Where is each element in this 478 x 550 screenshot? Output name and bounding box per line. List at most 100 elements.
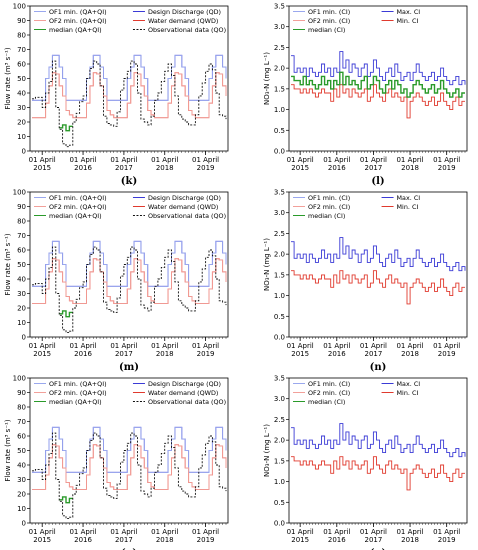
y-tick-label: 0.0	[274, 148, 285, 156]
x-tick-label: 01 April	[110, 342, 137, 350]
y-tick-label: 50	[17, 447, 26, 455]
x-tick-label: 01 April	[287, 528, 314, 536]
x-tick-year-label: 2019	[197, 164, 215, 172]
x-tick-label: 01 April	[151, 528, 178, 536]
y-axis-label: NO₃-N (mg L⁻¹)	[263, 238, 271, 291]
legend-entry: OF1 min. (CI)	[308, 380, 350, 388]
y-tick-label: 1.0	[274, 292, 285, 300]
series-group	[32, 426, 227, 520]
y-tick-label: 1.5	[274, 457, 285, 465]
x-tick-label: 01 April	[192, 342, 219, 350]
series-line	[291, 456, 465, 491]
y-tick-label: 30	[17, 104, 26, 112]
y-tick-label: 1.0	[274, 106, 285, 114]
series-line	[291, 84, 465, 119]
panel-label: (p)	[370, 548, 386, 550]
y-tick-label: 90	[17, 389, 26, 397]
series-line	[291, 51, 466, 86]
legend: OF1 min. (CI) Max. CI OF2 min. (CI) Min. CI…	[293, 8, 420, 34]
legend-entry: median (QA+QI)	[49, 26, 102, 34]
legend-entry: Observational data (QO)	[148, 26, 226, 34]
x-tick-label: 01 April	[29, 528, 56, 536]
x-tick-label: 01 April	[29, 342, 56, 350]
x-tick-label: 01 April	[110, 528, 137, 536]
x-tick-label: 01 April	[360, 156, 387, 164]
x-tick-year-label: 2017	[115, 536, 133, 544]
y-tick-label: 100	[13, 189, 26, 197]
y-tick-label: 90	[17, 203, 26, 211]
y-tick-label: 3.0	[274, 209, 285, 217]
x-tick-label: 01 April	[323, 156, 350, 164]
legend: OF1 min. (QA+QI) Design Discharge (QD) OF2…	[34, 8, 226, 34]
legend-entry: median (CI)	[308, 212, 345, 220]
x-tick-year-label: 2018	[156, 350, 174, 358]
y-tick-label: 70	[17, 46, 26, 54]
y-tick-label: 40	[17, 462, 26, 470]
y-tick-label: 60	[17, 247, 26, 255]
x-tick-year-label: 2019	[197, 536, 215, 544]
y-tick-label: 20	[17, 491, 26, 499]
y-tick-label: 90	[17, 17, 26, 25]
legend-entry: Min. CI	[397, 389, 419, 397]
y-tick-label: 2.5	[274, 230, 285, 238]
legend-entry: Water demand (QWD)	[148, 203, 218, 211]
x-tick-label: 01 April	[29, 156, 56, 164]
y-axis-label: NO₃-N (mg L⁻¹)	[263, 424, 271, 477]
legend-entry: Water demand (QWD)	[148, 17, 218, 25]
legend: OF1 min. (QA+QI) Design Discharge (QD) OF2…	[34, 380, 226, 406]
y-tick-label: 0.0	[274, 334, 285, 342]
x-tick-label: 01 April	[110, 156, 137, 164]
x-tick-year-label: 2017	[115, 164, 133, 172]
y-tick-label: 40	[17, 90, 26, 98]
x-tick-label: 01 April	[151, 156, 178, 164]
legend-entry: OF2 min. (QA+QI)	[49, 389, 107, 397]
x-tick-label: 01 April	[360, 528, 387, 536]
x-tick-year-label: 2016	[328, 536, 346, 544]
y-tick-label: 1.5	[274, 271, 285, 279]
panel-label: (n)	[370, 362, 387, 373]
y-tick-label: 1.0	[274, 478, 285, 486]
x-tick-year-label: 2018	[156, 536, 174, 544]
legend-entry: Observational data (QO)	[148, 398, 226, 406]
legend-entry: Observational data (QO)	[148, 212, 226, 220]
series-line	[32, 60, 227, 148]
legend-entry: Max. CI	[397, 194, 421, 202]
x-tick-year-label: 2016	[74, 164, 92, 172]
legend: OF1 min. (CI) Max. CI OF2 min. (CI) Min. CI…	[293, 194, 420, 220]
y-tick-label: 100	[13, 3, 26, 11]
x-tick-year-label: 2019	[197, 350, 215, 358]
legend-entry: OF1 min. (QA+QI)	[49, 8, 107, 16]
x-tick-year-label: 2018	[156, 164, 174, 172]
x-tick-year-label: 2015	[291, 164, 309, 172]
legend-entry: median (CI)	[308, 26, 345, 34]
y-axis-label: NO₃-N (mg L⁻¹)	[263, 52, 271, 105]
x-tick-label: 01 April	[360, 342, 387, 350]
series-line	[32, 72, 227, 119]
x-tick-year-label: 2017	[365, 164, 383, 172]
x-tick-label: 01 April	[396, 156, 423, 164]
panel-label: (k)	[121, 176, 137, 187]
series-line	[59, 310, 73, 318]
x-tick-year-label: 2015	[291, 350, 309, 358]
legend-entry: OF2 min. (CI)	[308, 389, 350, 397]
y-tick-label: 3.5	[274, 3, 285, 11]
y-tick-label: 80	[17, 218, 26, 226]
x-tick-year-label: 2019	[438, 536, 456, 544]
x-tick-label: 01 April	[323, 342, 350, 350]
series-group	[291, 237, 466, 305]
legend-entry: Max. CI	[397, 380, 421, 388]
y-tick-label: 30	[17, 476, 26, 484]
y-axis-label: Flow rate (m³ s⁻¹)	[4, 233, 12, 295]
x-tick-label: 01 April	[396, 342, 423, 350]
x-tick-label: 01 April	[69, 342, 96, 350]
legend-entry: median (QA+QI)	[49, 212, 102, 220]
y-tick-label: 40	[17, 276, 26, 284]
x-tick-year-label: 2018	[401, 164, 419, 172]
y-tick-label: 2.0	[274, 251, 285, 259]
legend-entry: OF1 min. (QA+QI)	[49, 194, 107, 202]
